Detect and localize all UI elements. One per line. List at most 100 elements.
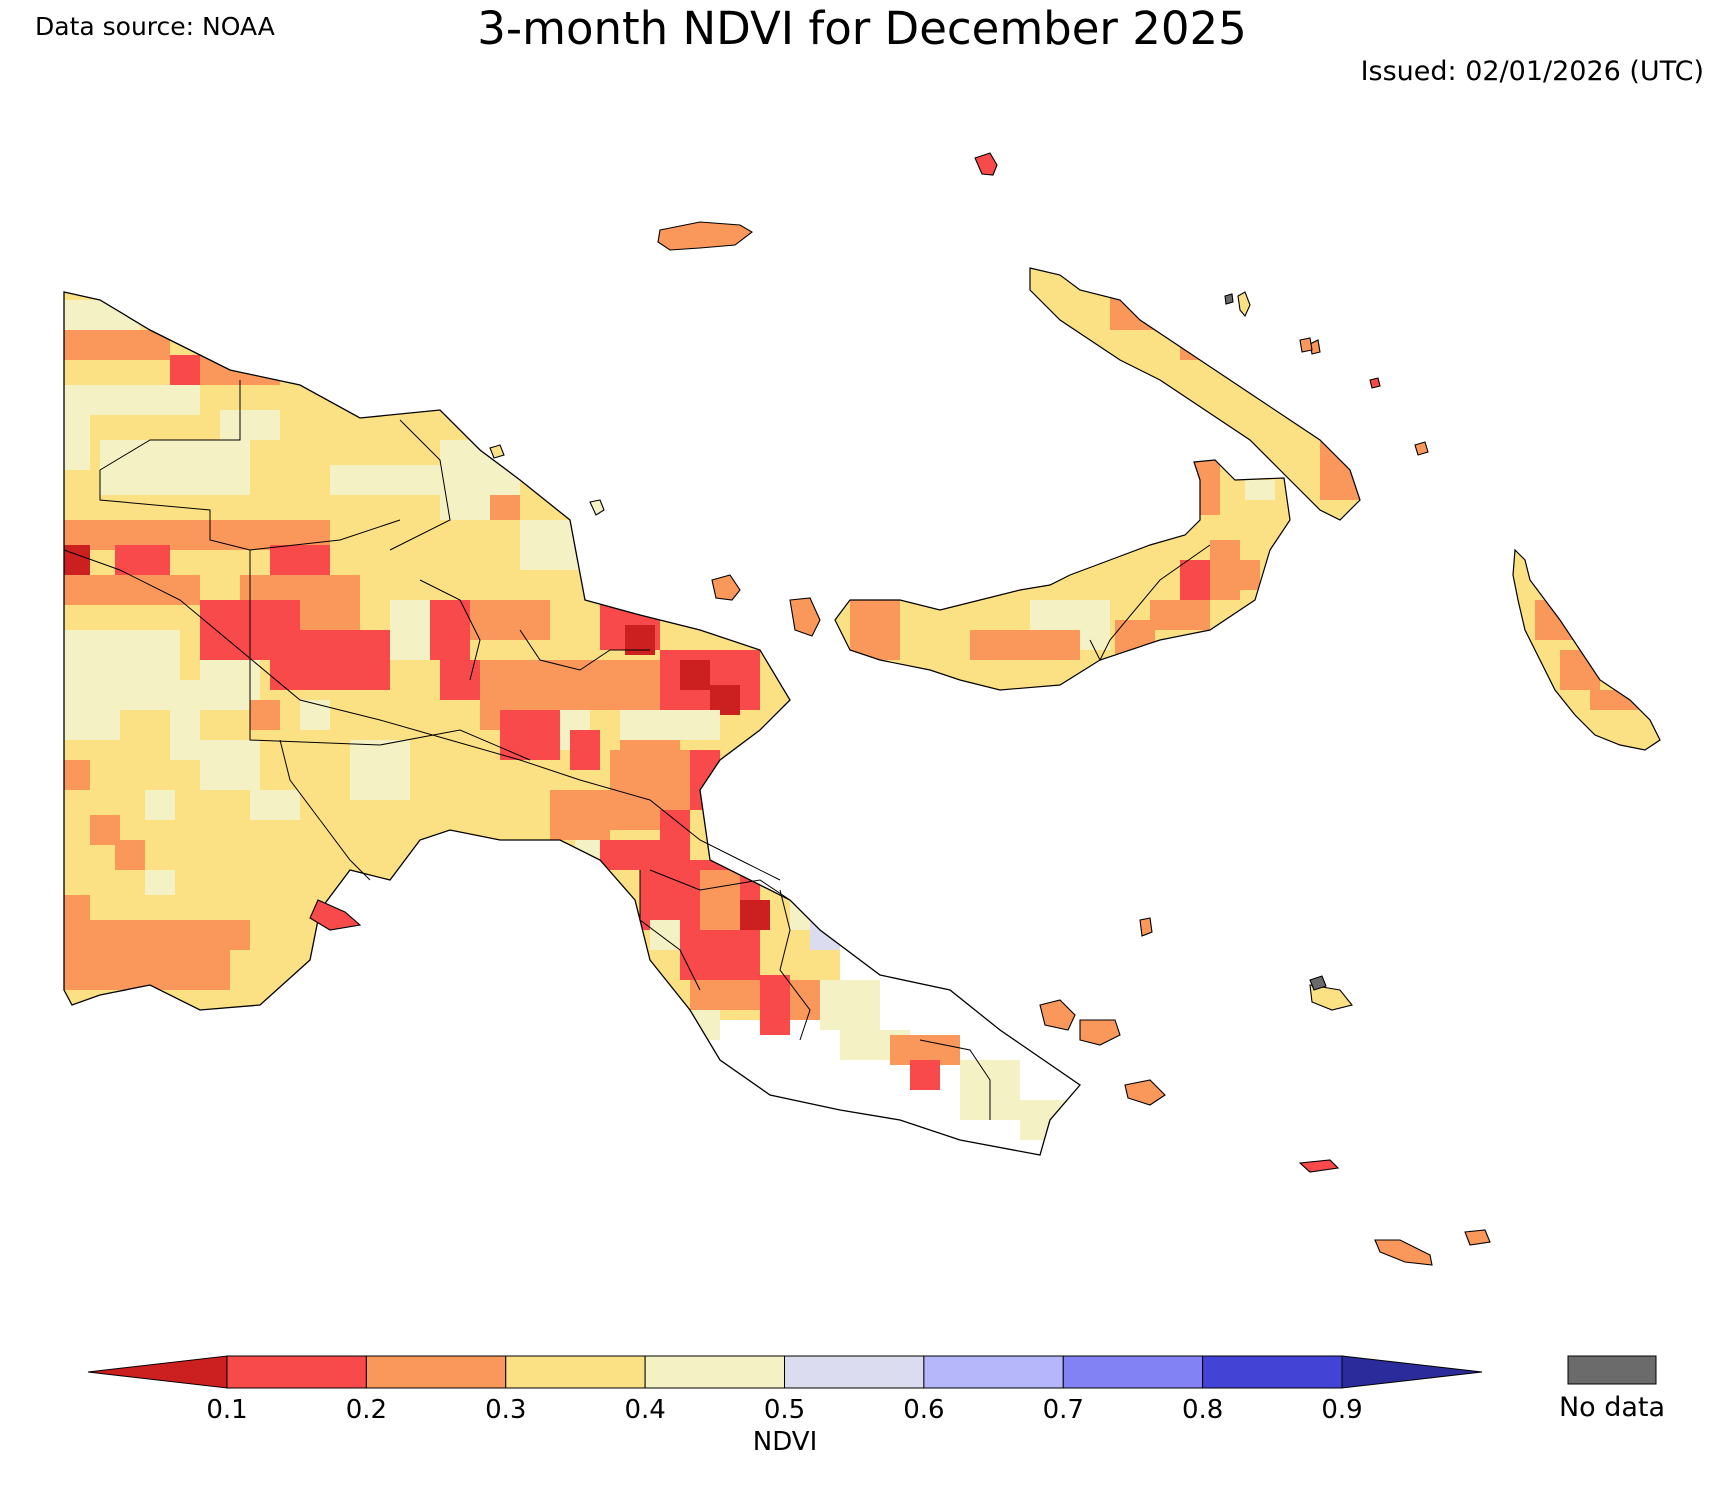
cell: [390, 600, 430, 660]
colorbar-bin: [1062, 1355, 1204, 1389]
cell: [490, 495, 520, 520]
island-goodenough: [1039, 999, 1076, 1031]
cell: [1190, 460, 1220, 515]
island-small: [1414, 441, 1429, 456]
cell: [350, 740, 410, 800]
island-karkar: [711, 574, 741, 601]
colorbar-tick-label: 0.4: [624, 1395, 665, 1425]
cell: [1020, 1100, 1080, 1140]
cell: [64, 300, 140, 330]
cell: [64, 760, 90, 790]
cell: [170, 680, 200, 760]
colorbar-bin: [505, 1355, 646, 1389]
cell: [500, 710, 560, 760]
small-islands: [309, 152, 1491, 1266]
colorbar-bin: [1202, 1355, 1343, 1389]
colorbar-bin: [644, 1355, 785, 1389]
cell: [64, 920, 250, 950]
island-no-data: [1224, 293, 1234, 305]
cell: [660, 810, 690, 840]
cell: [270, 630, 390, 690]
cell: [1110, 290, 1200, 330]
cell: [760, 975, 790, 1035]
island-north: [974, 152, 998, 176]
cell: [1115, 620, 1155, 660]
colorbar-tick-label: 0.8: [1182, 1395, 1223, 1425]
cell: [470, 600, 550, 640]
cell: [1215, 350, 1255, 370]
no-data-swatch: [1567, 1355, 1657, 1385]
island-small: [1369, 377, 1381, 389]
colorbar-tick-label: 0.3: [485, 1395, 526, 1425]
cell: [790, 980, 820, 1020]
cell: [250, 700, 280, 730]
cell: [1245, 480, 1275, 500]
island-woodlark: [1298, 1159, 1340, 1173]
cell: [330, 465, 440, 495]
cell: [1240, 560, 1260, 590]
island-small: [1299, 337, 1313, 353]
cell: [550, 790, 610, 840]
colorbar-bin: [226, 1355, 367, 1389]
cell: [1180, 320, 1230, 360]
island-small: [589, 499, 605, 516]
cell: [620, 710, 720, 740]
data-source-label: Data source: NOAA: [35, 12, 275, 41]
cell: [64, 410, 90, 470]
island-normanby: [1124, 1079, 1166, 1106]
cell: [700, 870, 740, 930]
colorbar-tick-label: 0.1: [206, 1395, 247, 1425]
mainland-heatmap: [64, 292, 1080, 1140]
province-boundaries: [63, 380, 991, 1120]
manus-island: [657, 221, 753, 251]
cell: [680, 930, 760, 980]
cell: [430, 600, 470, 660]
map-title: 3-month NDVI for December 2025: [477, 2, 1247, 55]
island-small: [1139, 917, 1153, 937]
colorbar-tick-labels: 0.1 0.2 0.3 0.4 0.5 0.6 0.7 0.8 0.9: [206, 1395, 1362, 1425]
cell: [130, 980, 160, 1010]
cell: [300, 700, 330, 730]
cell: [270, 545, 330, 575]
island-trobriand: [1309, 984, 1353, 1011]
cell: [680, 660, 710, 690]
cell: [1210, 540, 1240, 600]
new-ireland-heatmap: [1030, 268, 1360, 520]
new-ireland-coastline: [1029, 267, 1361, 521]
cell: [64, 545, 90, 575]
cell: [170, 355, 200, 385]
cell: [850, 600, 900, 660]
colorbar-bins: [226, 1355, 1343, 1389]
cell: [1320, 440, 1360, 500]
cell: [250, 790, 300, 820]
bougainville-heatmap: [1513, 550, 1660, 750]
ndvi-map: [63, 152, 1661, 1266]
island-delta: [309, 899, 362, 931]
colorbar: 0.1 0.2 0.3 0.4 0.5 0.6 0.7 0.8 0.9 NDVI No data: [87, 1355, 1665, 1457]
cell: [520, 520, 580, 570]
cell: [910, 1060, 940, 1090]
new-britain-heatmap: [835, 460, 1290, 690]
island-long: [789, 597, 821, 637]
mainland-coastline: [63, 291, 1081, 1156]
island-fergusson: [1079, 1019, 1121, 1046]
colorbar-tick-label: 0.5: [764, 1395, 805, 1425]
cell: [100, 440, 250, 495]
cell: [145, 870, 175, 895]
cell: [115, 840, 145, 870]
colorbar-extend-low: [87, 1355, 228, 1389]
cell: [64, 680, 120, 740]
new-britain-boundary: [1089, 544, 1211, 662]
cell: [200, 740, 260, 790]
grid-background: [1513, 550, 1660, 750]
cell: [820, 980, 880, 1030]
cell: [690, 750, 720, 810]
cell: [790, 870, 820, 930]
grid-background: [1030, 268, 1360, 520]
colorbar-tick-label: 0.6: [903, 1395, 944, 1425]
colorbar-tick-label: 0.9: [1321, 1395, 1362, 1425]
island-small: [1237, 291, 1251, 318]
cell: [570, 730, 600, 770]
island-sudest: [1464, 1229, 1491, 1246]
cell: [650, 920, 680, 950]
